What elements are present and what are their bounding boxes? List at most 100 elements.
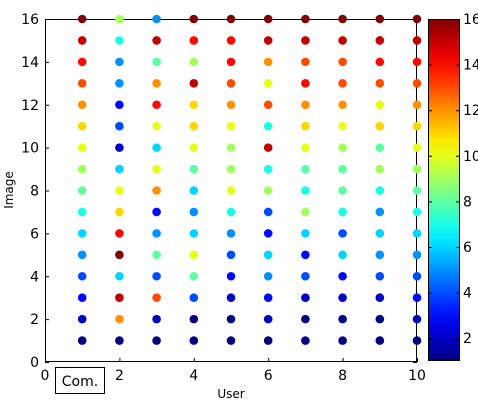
data-point [77,164,87,174]
x-tick-label: 8 [338,368,347,384]
data-point [412,250,422,260]
data-point [77,314,87,324]
data-point [375,14,385,24]
data-point [375,164,385,174]
x-tick-label: 0 [41,368,50,384]
data-point [115,143,124,152]
colorbar-tick-label: 12 [463,103,478,119]
data-point [301,100,310,110]
data-point [77,293,87,302]
data-point [301,143,310,152]
data-point [263,57,273,67]
data-point [77,186,87,195]
data-point [77,57,87,67]
data-point [301,186,310,195]
data-point [189,293,199,302]
data-point [189,100,199,110]
data-point [375,336,385,345]
data-point [115,250,124,260]
x-axis-label: User [217,387,244,401]
y-axis-label: Image [2,171,16,209]
data-point [375,57,385,67]
data-point [338,143,347,152]
data-point [189,164,199,174]
data-point [263,271,273,281]
data-point [77,79,87,88]
data-point [263,336,273,345]
data-point [189,271,199,281]
data-point [115,79,124,88]
data-point [412,14,422,24]
data-point [412,229,422,238]
colorbar-ticks: 2 4 6 8 10 12 14 16 [428,12,478,347]
data-point [301,314,310,324]
data-point [115,14,124,24]
data-point [412,271,422,281]
x-tick-label: 6 [264,368,273,384]
data-point [338,14,347,24]
colorbar-tick-label: 4 [463,286,472,302]
data-point [152,143,161,152]
data-point [189,314,199,324]
data-point [301,207,310,217]
data-point [263,250,273,260]
data-point [115,164,124,174]
data-point [263,314,273,324]
data-point [375,250,385,260]
data-point [77,143,87,152]
data-point [189,250,199,260]
data-point [412,164,422,174]
data-point [152,186,161,195]
data-point [338,229,347,238]
data-point [152,57,161,67]
data-point [375,79,385,88]
data-point [115,336,124,345]
data-point [301,36,310,45]
data-point [338,36,347,45]
x-tick-label: 2 [115,368,124,384]
data-point [375,121,385,131]
data-point [226,57,236,67]
data-point [115,36,124,45]
y-tick-label: 12 [21,98,39,114]
data-point [301,14,310,24]
data-point [152,164,161,174]
data-point [375,293,385,302]
data-point [115,100,124,110]
y-tick-label: 10 [21,141,39,157]
data-point [189,143,199,152]
data-point [412,121,422,131]
data-point [375,100,385,110]
data-point [189,36,199,45]
data-point [338,57,347,67]
x-tick-label: 10 [408,368,426,384]
y-axis-ticks: 0 2 4 6 8 10 12 14 16 [21,12,417,371]
data-point [152,250,161,260]
y-tick-label: 16 [21,12,39,28]
data-point [226,121,236,131]
data-point [412,100,422,110]
data-point [338,250,347,260]
data-point [263,100,273,110]
data-point [226,143,236,152]
data-point [263,14,273,24]
data-point [77,229,87,238]
data-point [338,293,347,302]
data-point [412,79,422,88]
data-point [375,271,385,281]
data-point [412,207,422,217]
data-point [77,100,87,110]
data-point [152,79,161,88]
data-point [152,100,161,110]
data-point [263,207,273,217]
data-point [375,314,385,324]
data-point [226,36,236,45]
colorbar-tick-label: 14 [463,58,478,74]
data-point [226,79,236,88]
data-point [226,100,236,110]
data-point [301,229,310,238]
data-point [226,186,236,195]
data-point [263,143,273,152]
data-point [115,271,124,281]
annotation-label: Com. [62,374,98,390]
